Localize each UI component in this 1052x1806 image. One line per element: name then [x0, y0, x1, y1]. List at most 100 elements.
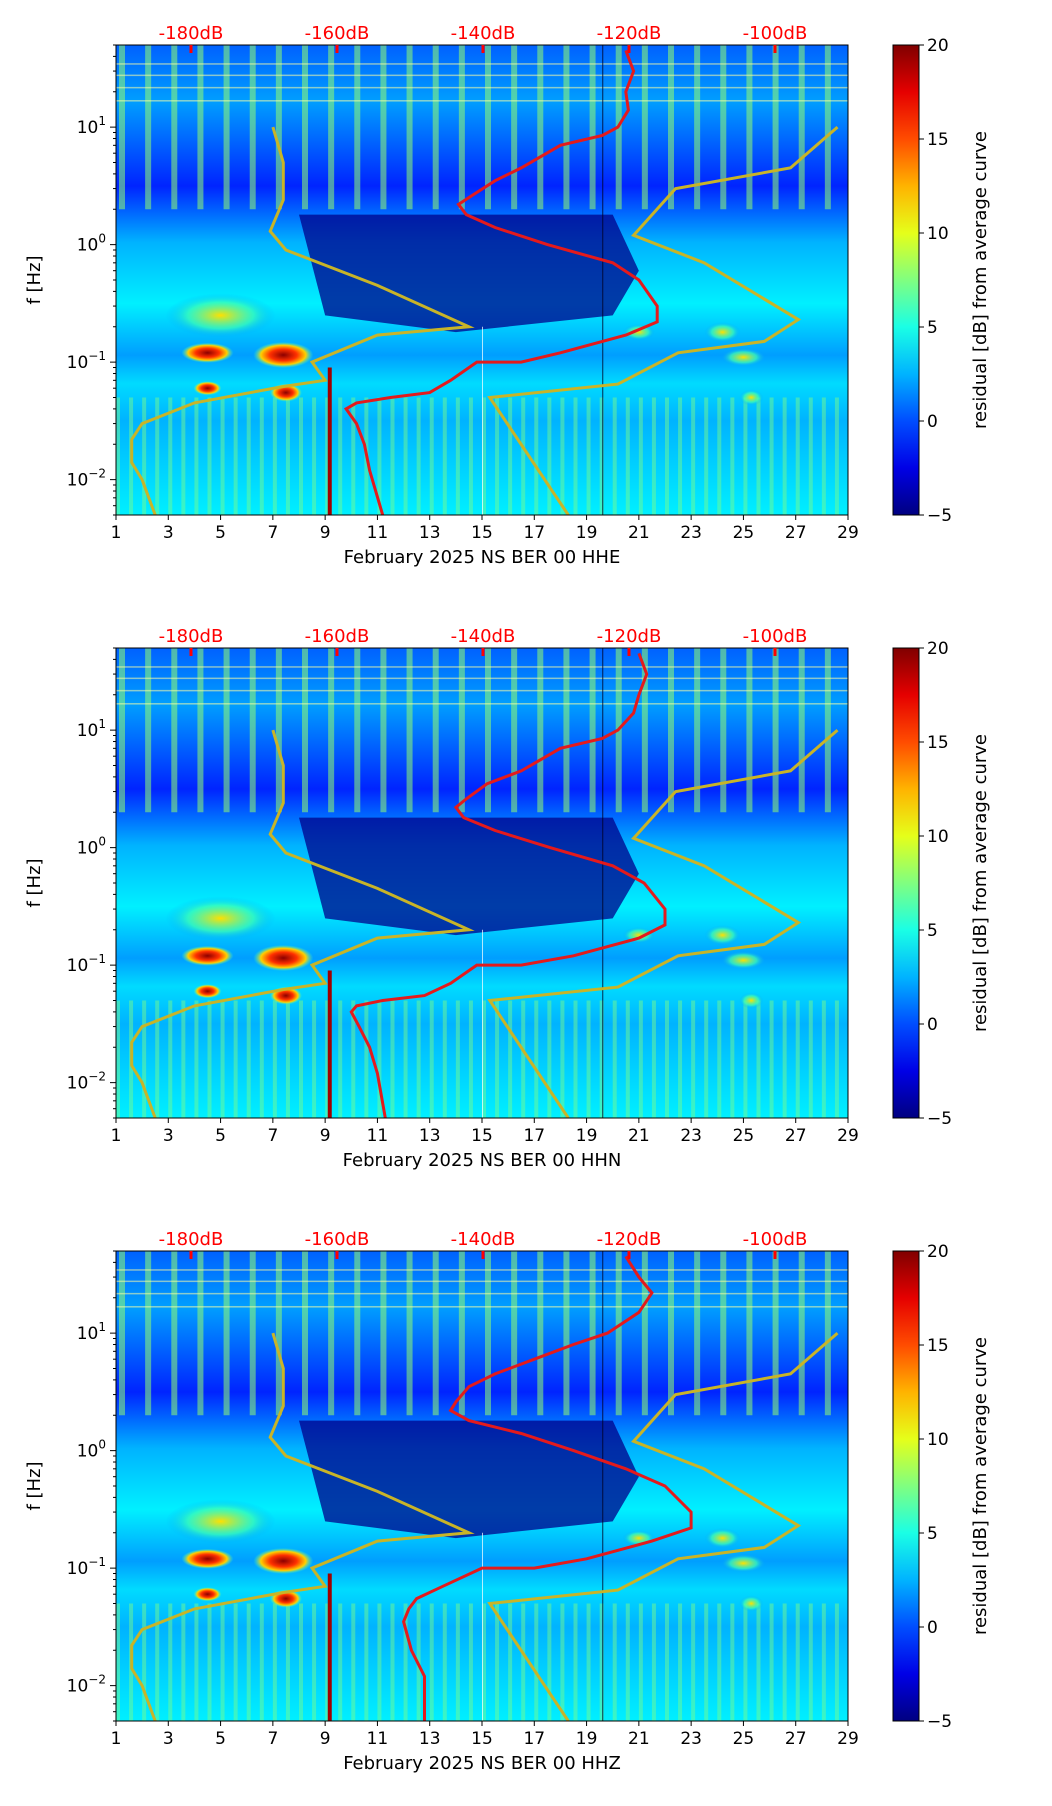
daily-stripe — [641, 648, 648, 813]
x-tick-label: 13 — [419, 523, 441, 543]
x-tick-label: 15 — [471, 523, 493, 543]
narrowband-line — [116, 677, 848, 680]
low-frequency-streak — [220, 1603, 225, 1721]
low-frequency-streak — [625, 1603, 630, 1721]
low-frequency-streak — [704, 397, 709, 515]
low-frequency-streak — [442, 397, 447, 515]
low-frequency-streak — [377, 1603, 382, 1721]
y-tick-label: 101 — [77, 114, 106, 138]
quiet-period-region — [299, 1420, 639, 1539]
narrowband-line — [116, 1269, 848, 1271]
low-frequency-streak — [704, 1000, 709, 1118]
daily-stripe — [798, 1251, 805, 1416]
average-psd-curve — [343, 49, 659, 515]
daily-stripe — [824, 45, 831, 210]
top-db-tick-label: -180dB — [159, 23, 224, 44]
y-tick-label: 10−1 — [67, 349, 106, 373]
low-frequency-streak — [482, 1603, 486, 1721]
low-frequency-streak — [665, 397, 669, 515]
daily-stripe — [668, 1251, 674, 1416]
daily-stripe — [589, 648, 596, 813]
low-frequency-streak — [730, 397, 735, 515]
low-frequency-streak — [142, 397, 147, 515]
narrowband-line — [116, 703, 848, 705]
low-frequency-streak — [821, 397, 826, 515]
daily-stripe — [694, 45, 701, 210]
low-frequency-streak — [521, 1603, 526, 1721]
low-frequency-streak — [795, 1000, 800, 1118]
low-frequency-streak — [743, 1603, 748, 1721]
low-frequency-streak — [351, 397, 356, 515]
daily-stripe — [851, 648, 857, 812]
colorbar-gradient — [892, 1250, 920, 1722]
low-frequency-streak — [246, 397, 251, 515]
daily-stripe — [746, 648, 753, 813]
top-db-tick-label: -180dB — [159, 1229, 224, 1250]
x-tick-label: 3 — [163, 1729, 174, 1749]
x-tick-label: 11 — [367, 1126, 389, 1146]
low-frequency-streak — [534, 1000, 539, 1118]
colorbar-label: residual [dB] from average curve — [970, 1337, 991, 1635]
low-frequency-streak — [678, 397, 683, 515]
low-frequency-streak — [808, 1603, 813, 1721]
low-frequency-streak — [155, 1000, 160, 1118]
daily-stripe — [458, 648, 465, 813]
low-frequency-streak — [573, 1603, 578, 1721]
low-frequency-streak — [691, 1000, 696, 1118]
y-tick-label: 10−1 — [67, 952, 106, 976]
microseism-event — [739, 1595, 764, 1612]
low-frequency-streak — [547, 397, 552, 515]
low-frequency-streak — [155, 397, 160, 515]
low-frequency-streak — [678, 1000, 683, 1118]
low-frequency-streak — [299, 397, 303, 515]
low-frequency-streak — [586, 1000, 591, 1118]
daily-stripe — [249, 45, 256, 210]
low-frequency-streak — [743, 397, 748, 515]
low-frequency-streak — [743, 1000, 748, 1118]
daily-stripe — [406, 648, 413, 813]
x-tick-label: 5 — [215, 523, 226, 543]
low-noise-model-curve — [130, 1332, 475, 1721]
low-frequency-streak — [390, 1603, 395, 1721]
daily-stripe — [406, 1251, 413, 1416]
low-frequency-streak — [717, 1000, 722, 1118]
low-frequency-streak — [181, 1000, 186, 1118]
daily-stripe — [563, 1251, 570, 1416]
top-db-tick-label: -100dB — [743, 23, 808, 44]
colorbar-tick-label: 0 — [927, 1618, 938, 1638]
narrowband-line — [116, 63, 848, 65]
colorbar-tick-label: 5 — [927, 1524, 938, 1544]
daily-stripe — [589, 45, 596, 210]
low-frequency-streak — [468, 1603, 473, 1721]
x-tick-label: 17 — [523, 523, 545, 543]
x-tick-label: 7 — [267, 523, 278, 543]
low-frequency-streak — [534, 397, 539, 515]
daily-stripe — [223, 45, 230, 210]
low-frequency-streak — [651, 1000, 656, 1118]
daily-stripe — [720, 648, 727, 813]
daily-stripe — [328, 1251, 335, 1416]
low-frequency-streak — [769, 397, 774, 515]
x-tick-label: 7 — [267, 1729, 278, 1749]
storm-event — [253, 944, 314, 971]
high-noise-model-curve — [487, 728, 839, 1118]
low-frequency-streak — [416, 397, 421, 515]
daily-stripe — [798, 45, 805, 210]
y-tick-label: 10−1 — [67, 1555, 106, 1579]
daily-stripe — [772, 648, 779, 813]
top-db-tick-label: -180dB — [159, 626, 224, 647]
y-tick-label: 100 — [77, 835, 106, 859]
top-db-tick-label: -140dB — [451, 23, 516, 44]
daily-stripe — [746, 45, 753, 210]
low-frequency-streak — [756, 1603, 761, 1721]
daily-stripe — [746, 1251, 753, 1416]
low-frequency-streak — [730, 1000, 735, 1118]
colorbar: 20 15 10 5 0 −5 residual [dB] from average cur… — [892, 36, 991, 526]
low-frequency-streak — [691, 1603, 696, 1721]
low-frequency-streak — [220, 397, 225, 515]
average-psd-curve — [349, 652, 667, 1118]
low-frequency-streak — [508, 1603, 513, 1721]
colorbar-label: residual [dB] from average curve — [970, 131, 991, 429]
